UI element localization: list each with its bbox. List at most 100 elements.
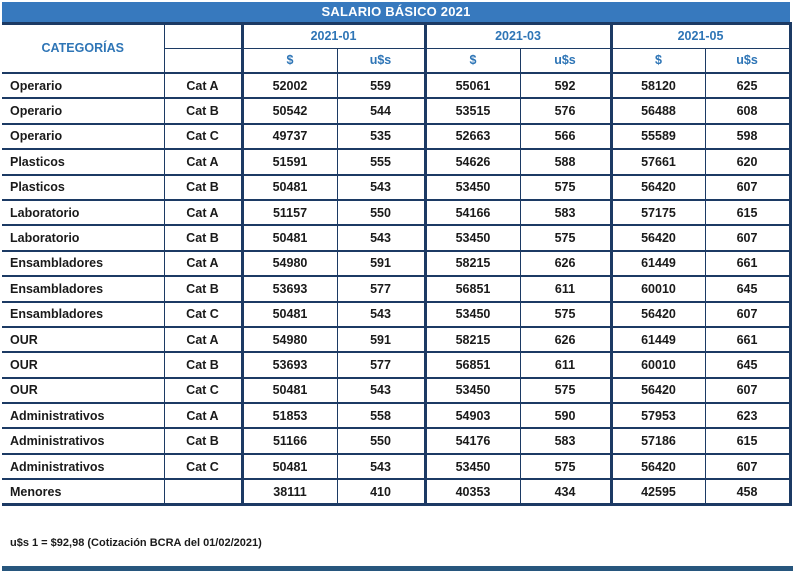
value-cell: 54980	[240, 249, 337, 277]
value-cell: 611	[519, 275, 611, 302]
value-cell: 611	[519, 351, 611, 378]
subcategory-cell: Cat A	[163, 325, 242, 353]
value-cell: 607	[704, 224, 792, 251]
table-row: Laboratorio Cat B 50481 543 53450 575 56420 607	[2, 224, 792, 251]
value-cell: 50481	[240, 300, 337, 327]
peso-header: $	[240, 48, 337, 74]
subcategory-column-header-top	[163, 23, 242, 49]
value-cell: 50481	[240, 452, 337, 480]
value-cell: 550	[336, 427, 425, 454]
value-cell: 543	[336, 376, 425, 404]
table-row: OUR Cat B 53693 577 56851 611 60010 645	[2, 351, 792, 378]
value-cell: 52002	[240, 71, 337, 99]
categories-column-header: CATEGORÍAS	[2, 23, 164, 74]
subcategory-cell: Cat C	[163, 122, 242, 150]
value-cell: 607	[704, 452, 792, 480]
value-cell: 607	[704, 173, 792, 200]
value-cell: 54903	[423, 402, 520, 429]
value-cell: 55589	[609, 122, 705, 150]
value-cell: 53450	[423, 376, 520, 404]
value-cell: 575	[519, 452, 611, 480]
value-cell: 54176	[423, 427, 520, 454]
value-cell: 56488	[609, 97, 705, 124]
value-cell: 591	[336, 249, 425, 277]
value-cell: 57175	[609, 198, 705, 226]
subcategory-cell	[163, 478, 242, 507]
value-cell: 51157	[240, 198, 337, 226]
value-cell: 608	[704, 97, 792, 124]
value-cell: 56420	[609, 452, 705, 480]
category-cell: Plasticos	[2, 148, 164, 175]
value-cell: 40353	[423, 478, 520, 507]
table-row: Plasticos Cat B 50481 543 53450 575 56420 607	[2, 173, 792, 200]
value-cell: 558	[336, 402, 425, 429]
value-cell: 583	[519, 427, 611, 454]
month-header-2021-05: 2021-05	[609, 23, 792, 49]
subcategory-cell: Cat B	[163, 275, 242, 302]
value-cell: 49737	[240, 122, 337, 150]
table-row: OUR Cat C 50481 543 53450 575 56420 607	[2, 376, 792, 404]
peso-header: $	[423, 48, 520, 74]
value-cell: 54166	[423, 198, 520, 226]
value-cell: 57953	[609, 402, 705, 429]
value-cell: 50481	[240, 376, 337, 404]
value-cell: 42595	[609, 478, 705, 507]
value-cell: 543	[336, 224, 425, 251]
category-cell: Ensambladores	[2, 300, 164, 327]
currency-header-row: $ u$s $ u$s $ u$s	[2, 48, 792, 74]
category-cell: OUR	[2, 376, 164, 404]
value-cell: 56420	[609, 376, 705, 404]
table-row: Ensambladores Cat C 50481 543 53450 575 56420 6…	[2, 300, 792, 327]
value-cell: 54980	[240, 325, 337, 353]
value-cell: 575	[519, 300, 611, 327]
value-cell: 50542	[240, 97, 337, 124]
table-row: Operario Cat C 49737 535 52663 566 55589 598	[2, 122, 792, 150]
value-cell: 661	[704, 325, 792, 353]
value-cell: 575	[519, 173, 611, 200]
usd-header: u$s	[519, 48, 611, 74]
month-header-2021-01: 2021-01	[240, 23, 425, 49]
value-cell: 598	[704, 122, 792, 150]
category-cell: Plasticos	[2, 173, 164, 200]
value-cell: 53450	[423, 452, 520, 480]
value-cell: 38111	[240, 478, 337, 507]
value-cell: 58120	[609, 71, 705, 99]
subcategory-cell: Cat B	[163, 351, 242, 378]
value-cell: 626	[519, 325, 611, 353]
category-cell: Ensambladores	[2, 249, 164, 277]
value-cell: 410	[336, 478, 425, 507]
subcategory-cell: Cat C	[163, 300, 242, 327]
value-cell: 53693	[240, 275, 337, 302]
value-cell: 615	[704, 198, 792, 226]
salary-table: SALARIO BÁSICO 2021 CATEGORÍAS 2021-01 2…	[2, 2, 792, 507]
table-row: Laboratorio Cat A 51157 550 54166 583 57175 615	[2, 198, 792, 226]
subcategory-cell: Cat C	[163, 452, 242, 480]
subcategory-cell: Cat B	[163, 224, 242, 251]
value-cell: 56851	[423, 275, 520, 302]
value-cell: 53450	[423, 173, 520, 200]
value-cell: 577	[336, 351, 425, 378]
usd-header: u$s	[336, 48, 425, 74]
table-row: Menores 38111 410 40353 434 42595 458	[2, 478, 792, 507]
title-row: SALARIO BÁSICO 2021	[2, 2, 791, 25]
value-cell: 53450	[423, 300, 520, 327]
value-cell: 661	[704, 249, 792, 277]
category-cell: Menores	[2, 478, 164, 507]
value-cell: 577	[336, 275, 425, 302]
value-cell: 555	[336, 148, 425, 175]
table-row: Operario Cat B 50542 544 53515 576 56488 608	[2, 97, 792, 124]
value-cell: 566	[519, 122, 611, 150]
value-cell: 434	[519, 478, 611, 507]
category-cell: OUR	[2, 351, 164, 378]
value-cell: 61449	[609, 249, 705, 277]
value-cell: 60010	[609, 275, 705, 302]
value-cell: 625	[704, 71, 792, 99]
value-cell: 576	[519, 97, 611, 124]
bottom-divider-bar	[2, 566, 793, 571]
subcategory-cell: Cat A	[163, 148, 242, 175]
value-cell: 52663	[423, 122, 520, 150]
table-row: Ensambladores Cat A 54980 591 58215 626 61449 6…	[2, 249, 792, 277]
value-cell: 51591	[240, 148, 337, 175]
category-cell: Administrativos	[2, 452, 164, 480]
